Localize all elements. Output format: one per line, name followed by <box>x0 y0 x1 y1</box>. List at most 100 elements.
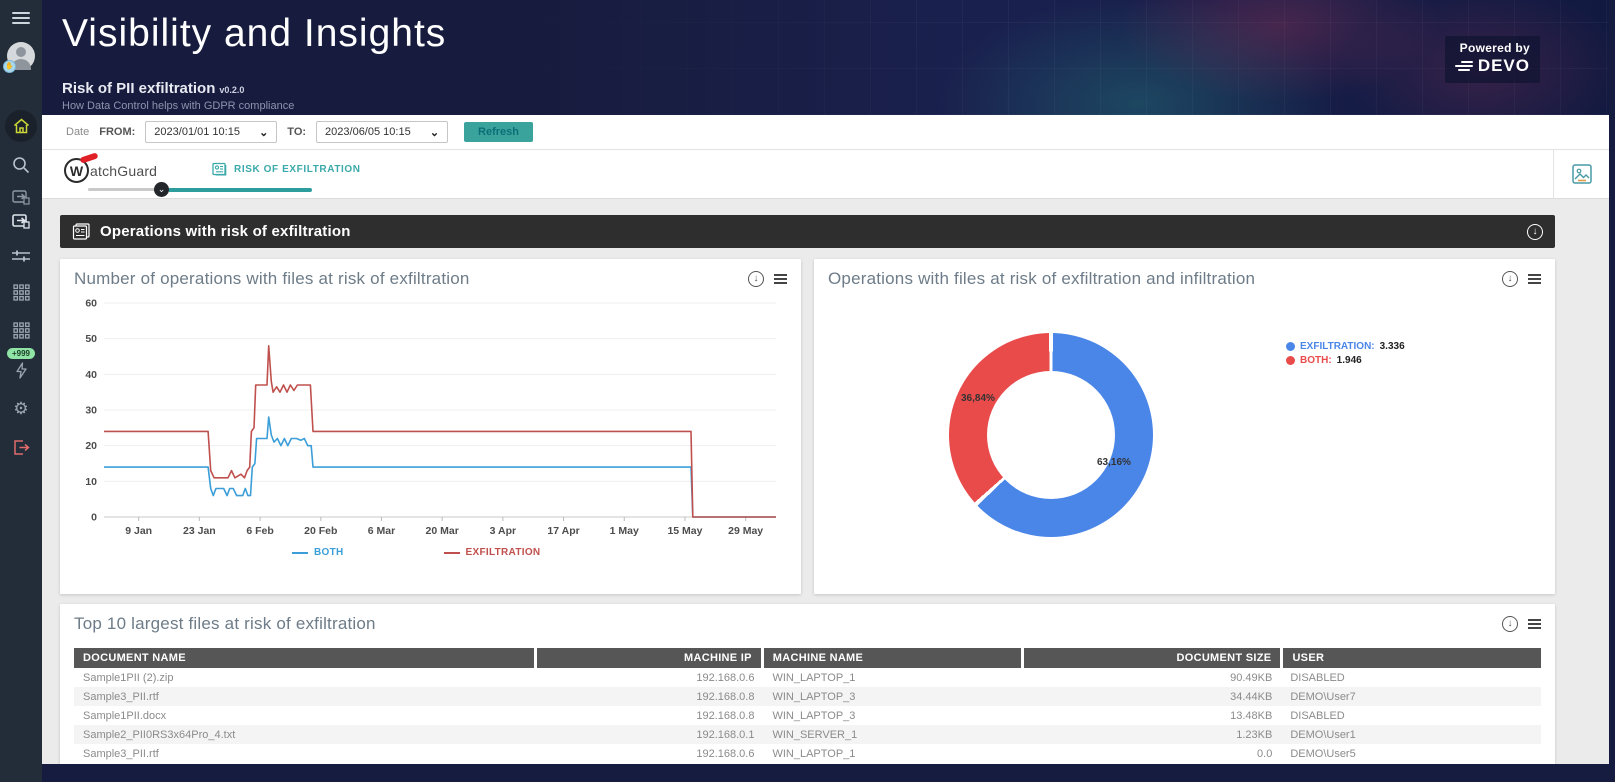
image-icon <box>1571 164 1592 184</box>
svg-text:3 Apr: 3 Apr <box>490 525 516 537</box>
sidebar-item-logout[interactable] <box>0 440 42 455</box>
card-menu-icon[interactable] <box>1528 617 1541 631</box>
devo-icon <box>1454 61 1473 71</box>
powered-by-devo-logo: Powered by DEVO <box>1444 36 1540 83</box>
legend-item-exfiltration[interactable]: EXFILTRATION: 3.336 <box>1286 341 1405 352</box>
table-row[interactable]: Sample1PII (2).zip 192.168.0.6 WIN_LAPTOP_… <box>74 668 1541 687</box>
sidebar-item-search[interactable] <box>0 156 42 174</box>
section-header: Operations with risk of exfiltration ↓ <box>60 215 1555 248</box>
table-cell: 192.168.0.6 <box>696 748 755 760</box>
table-cell: 13.48KB <box>1230 710 1273 722</box>
column-header[interactable]: DOCUMENT SIZE <box>1024 648 1281 668</box>
column-header[interactable]: MACHINE IP <box>536 648 761 668</box>
svg-text:50: 50 <box>85 333 97 345</box>
dashboard-description: How Data Control helps with GDPR complia… <box>62 100 295 112</box>
column-header[interactable]: DOCUMENT NAME <box>74 648 534 668</box>
card-title: Operations with files at risk of exfiltr… <box>828 269 1256 288</box>
dashboard-subtitle: Risk of PII exfiltration v0.2.0 <box>62 80 245 97</box>
avatar[interactable]: ✋ <box>0 42 42 73</box>
card-title: Number of operations with files at risk … <box>74 269 470 288</box>
watchguard-w-icon: W <box>64 152 99 183</box>
table-row[interactable]: Sample3_PII.rtf 192.168.0.6 WIN_LAPTOP_1 0.… <box>74 744 1541 763</box>
content: Visibility and Insights Risk of PII exfi… <box>42 0 1609 764</box>
alerts-count-badge: +999 <box>0 348 42 359</box>
column-header[interactable]: USER <box>1283 648 1541 668</box>
download-icon[interactable]: ↓ <box>748 271 764 287</box>
avatar-badge: ✋ <box>3 60 16 73</box>
top-files-table-card: Top 10 largest files at risk of exfiltra… <box>60 604 1555 764</box>
data-in-icon <box>12 214 30 229</box>
gear-icon: ⚙ <box>13 399 29 418</box>
table-row[interactable]: Sample3_PII.rtf 192.168.0.8 WIN_LAPTOP_3 34… <box>74 687 1541 706</box>
table-cell: 0.0 <box>1257 748 1273 760</box>
svg-text:30: 30 <box>85 405 97 417</box>
to-label: TO: <box>287 126 307 138</box>
table-cell: DISABLED <box>1290 710 1345 722</box>
line-chart-card: Number of operations with files at risk … <box>60 259 801 594</box>
table-cell: 90.49KB <box>1230 672 1273 684</box>
table-row[interactable]: Sample1PII.docx 192.168.0.8 WIN_LAPTOP_3 13… <box>74 706 1541 725</box>
svg-text:20 Mar: 20 Mar <box>426 525 459 537</box>
donut-chart[interactable]: 36,84% 63,16% <box>949 333 1153 537</box>
legend-swatch <box>292 551 308 554</box>
legend-item-both[interactable]: BOTH: 1.946 <box>1286 355 1405 366</box>
download-icon[interactable]: ↓ <box>1502 271 1518 287</box>
sidebar-item-data-in[interactable] <box>0 214 42 229</box>
svg-text:20: 20 <box>85 440 97 452</box>
column-header[interactable]: MACHINE NAME <box>763 648 1022 668</box>
report-pages-icon <box>72 223 90 240</box>
table-cell: Sample1PII (2).zip <box>83 672 174 684</box>
table-cell: WIN_LAPTOP_1 <box>772 748 856 760</box>
svg-text:40: 40 <box>85 369 97 381</box>
card-menu-icon[interactable] <box>1528 272 1541 286</box>
card-title: Top 10 largest files at risk of exfiltra… <box>74 614 376 633</box>
chevron-down-icon: ⌄ <box>429 126 440 139</box>
table-cell: 192.168.0.8 <box>696 710 755 722</box>
date-from-select[interactable]: 2023/01/01 10:15 ⌄ <box>145 121 278 143</box>
home-icon <box>13 118 29 134</box>
legend-dot <box>1286 342 1295 351</box>
svg-text:60: 60 <box>85 298 97 310</box>
svg-text:6 Mar: 6 Mar <box>368 525 395 537</box>
export-image-button[interactable] <box>1553 150 1609 198</box>
table-row[interactable]: Sample2_PII0RS3x64Pro_4.txt 192.168.0.1 WI… <box>74 725 1541 744</box>
menu-icon[interactable] <box>0 9 42 27</box>
sidebar-item-modules[interactable] <box>0 322 42 339</box>
tab-scroll-knob[interactable]: ⌄ <box>154 182 169 197</box>
sidebar-item-alerts[interactable] <box>0 362 42 379</box>
legend-swatch <box>443 551 460 554</box>
search-icon <box>13 157 30 174</box>
table-cell: Sample3_PII.rtf <box>83 691 159 703</box>
devo-brand: DEVO <box>1477 56 1530 75</box>
section-download-icon[interactable]: ↓ <box>1527 223 1543 240</box>
table-cell: WIN_SERVER_1 <box>772 729 858 741</box>
donut-chart-area: 36,84% 63,16% EXFILTRATION: 3.336 <box>828 289 1541 579</box>
legend-dot <box>1286 356 1295 365</box>
download-icon[interactable]: ↓ <box>1502 616 1518 632</box>
date-to-select[interactable]: 2023/06/05 10:15 ⌄ <box>316 121 449 143</box>
slice-label-exfiltration: 63,16% <box>1097 457 1131 468</box>
sidebar-item-data-out[interactable] <box>0 190 42 205</box>
sidebar-item-home[interactable] <box>0 110 42 142</box>
table-cell: 1.23KB <box>1236 729 1273 741</box>
tab-scroll-track[interactable] <box>88 188 162 191</box>
report-nav-bar: W atchGuard RISK OF EXFILTRATION ⌄ <box>42 150 1609 199</box>
from-label: FROM: <box>99 126 136 138</box>
sidebar-item-filters[interactable] <box>0 250 42 262</box>
page-title: Visibility and Insights <box>62 12 447 55</box>
watchguard-logo: W atchGuard <box>64 152 157 183</box>
date-filter-bar: Date FROM: 2023/01/01 10:15 ⌄ TO: 2023/06… <box>42 115 1609 150</box>
table-cell: DEMO\User1 <box>1290 729 1356 741</box>
sidebar-item-settings[interactable]: ⚙ <box>0 400 42 417</box>
card-menu-icon[interactable] <box>774 272 787 286</box>
refresh-button[interactable]: Refresh <box>464 122 534 142</box>
legend-item-exfiltration[interactable]: EXFILTRATION <box>443 547 541 558</box>
tab-risk-of-exfiltration[interactable]: RISK OF EXFILTRATION <box>212 162 361 176</box>
logout-icon <box>13 440 30 455</box>
table-cell: 192.168.0.1 <box>696 729 755 741</box>
legend-item-both[interactable]: BOTH <box>292 547 344 558</box>
sidebar-item-apps[interactable] <box>0 284 42 301</box>
files-table: DOCUMENT NAME MACHINE IP MACHINE NAME DOCUM… <box>74 648 1541 763</box>
lightning-icon <box>15 362 27 379</box>
